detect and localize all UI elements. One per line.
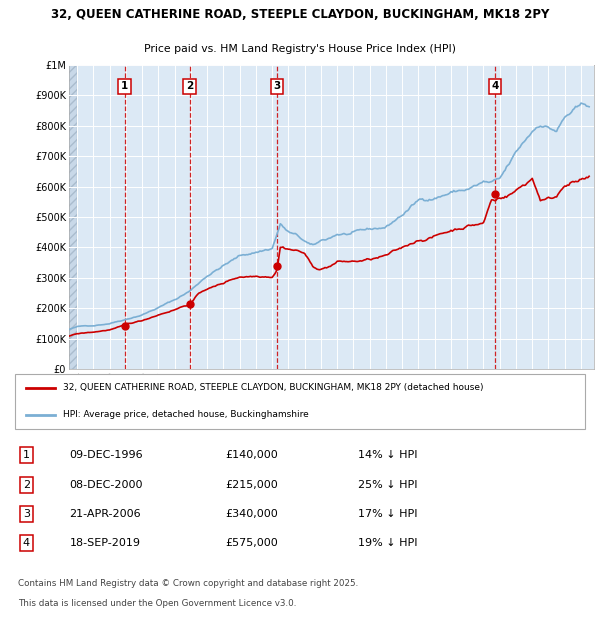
Text: 3: 3	[23, 509, 30, 519]
Text: £340,000: £340,000	[225, 509, 278, 519]
Text: HPI: Average price, detached house, Buckinghamshire: HPI: Average price, detached house, Buck…	[62, 410, 308, 420]
Text: 09-DEC-1996: 09-DEC-1996	[70, 450, 143, 460]
Text: 19% ↓ HPI: 19% ↓ HPI	[358, 538, 417, 548]
Text: 2: 2	[23, 480, 30, 490]
Text: 21-APR-2006: 21-APR-2006	[70, 509, 141, 519]
Text: £215,000: £215,000	[225, 480, 278, 490]
Text: 3: 3	[274, 81, 281, 91]
Text: 1: 1	[121, 81, 128, 91]
Text: 25% ↓ HPI: 25% ↓ HPI	[358, 480, 417, 490]
Text: Contains HM Land Registry data © Crown copyright and database right 2025.: Contains HM Land Registry data © Crown c…	[18, 579, 358, 588]
Text: 32, QUEEN CATHERINE ROAD, STEEPLE CLAYDON, BUCKINGHAM, MK18 2PY (detached house): 32, QUEEN CATHERINE ROAD, STEEPLE CLAYDO…	[62, 383, 483, 392]
Text: 08-DEC-2000: 08-DEC-2000	[70, 480, 143, 490]
Text: 32, QUEEN CATHERINE ROAD, STEEPLE CLAYDON, BUCKINGHAM, MK18 2PY: 32, QUEEN CATHERINE ROAD, STEEPLE CLAYDO…	[51, 8, 549, 21]
Text: 1: 1	[23, 450, 30, 460]
Text: 18-SEP-2019: 18-SEP-2019	[70, 538, 140, 548]
FancyBboxPatch shape	[15, 374, 585, 428]
Text: 17% ↓ HPI: 17% ↓ HPI	[358, 509, 417, 519]
Text: 4: 4	[491, 81, 499, 91]
Text: This data is licensed under the Open Government Licence v3.0.: This data is licensed under the Open Gov…	[18, 600, 296, 608]
Text: £140,000: £140,000	[225, 450, 278, 460]
Text: £575,000: £575,000	[225, 538, 278, 548]
Text: 14% ↓ HPI: 14% ↓ HPI	[358, 450, 417, 460]
Text: Price paid vs. HM Land Registry's House Price Index (HPI): Price paid vs. HM Land Registry's House …	[144, 44, 456, 54]
Text: 4: 4	[23, 538, 30, 548]
Text: 2: 2	[186, 81, 193, 91]
